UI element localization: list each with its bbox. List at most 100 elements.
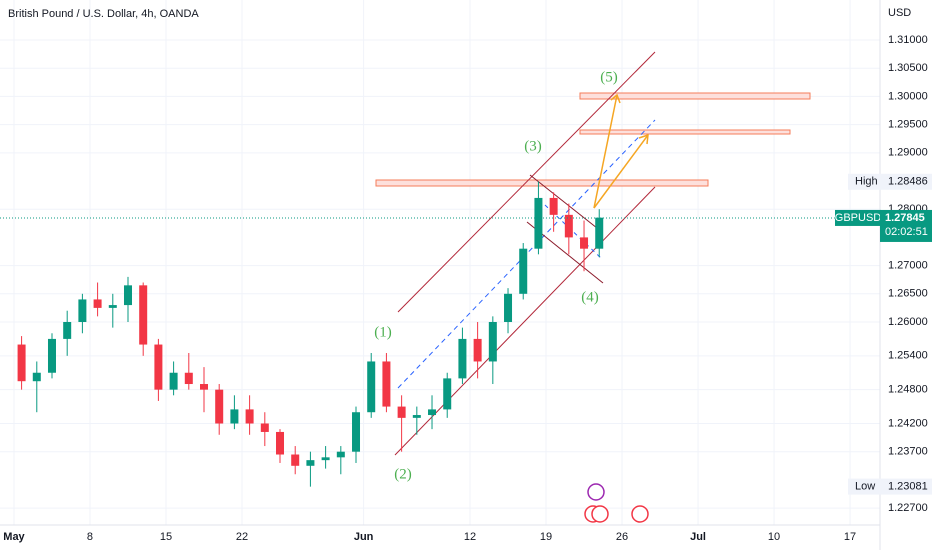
price-label-name: High [855, 176, 878, 188]
y-tick-label: 1.30000 [888, 90, 928, 102]
candle-body [154, 344, 163, 390]
candle-body [397, 406, 406, 418]
channel-upper [397, 51, 656, 313]
candle-body [458, 338, 467, 379]
x-tick-label: 22 [236, 531, 248, 543]
event-icon [587, 483, 605, 501]
y-tick-label: 1.27000 [888, 260, 928, 272]
y-tick-label: 1.23700 [888, 446, 928, 458]
candle-body [473, 338, 482, 362]
candle-body [63, 321, 72, 339]
y-tick-label: 1.29000 [888, 147, 928, 159]
candle-body [336, 451, 345, 458]
candle-body [519, 248, 528, 294]
candle-body [580, 237, 589, 249]
candle-body [32, 372, 41, 382]
y-tick-label: 1.24800 [888, 384, 928, 396]
candle-body [169, 372, 178, 390]
arrow-head [638, 133, 649, 145]
flag-mid [544, 204, 604, 261]
candle-body [443, 378, 452, 410]
price-label-value: 1.23081 [888, 481, 928, 493]
x-tick-label: Jul [690, 531, 706, 543]
arrow [593, 94, 618, 209]
x-tick-label: 10 [768, 531, 780, 543]
candle-body [382, 361, 391, 407]
candle-body [215, 389, 224, 424]
candle-body [412, 415, 421, 418]
axis-unit: USD [888, 7, 911, 19]
x-tick-label: 12 [464, 531, 476, 543]
wave-label: (4) [581, 289, 599, 305]
x-tick-label: May [3, 531, 25, 543]
x-tick-label: 19 [540, 531, 552, 543]
drawings [375, 51, 811, 456]
candle-body [321, 457, 330, 461]
event-icon [631, 505, 649, 523]
channel-mid [397, 119, 656, 389]
grid [0, 0, 880, 525]
candle-body [78, 299, 87, 322]
candle-body [139, 285, 148, 345]
candle-body [123, 285, 132, 306]
candle-body [291, 454, 300, 466]
last-price: 1.27845 [885, 212, 925, 224]
candle-body [534, 197, 543, 249]
x-tick-label: 17 [844, 531, 856, 543]
arrow-head [610, 93, 621, 104]
candle-body [200, 384, 209, 390]
wave-label: (2) [394, 466, 412, 482]
candle-body [549, 197, 558, 215]
x-tick-label: 26 [616, 531, 628, 543]
y-tick-label: 1.31000 [888, 34, 928, 46]
y-tick-label: 1.22700 [888, 502, 928, 514]
candle-body [488, 321, 497, 362]
price-label-badge [848, 173, 932, 190]
candle-body [260, 423, 269, 432]
countdown: 02:02:51 [885, 226, 928, 238]
candle-body [276, 431, 285, 455]
x-tick-label: Jun [354, 531, 374, 543]
candle-body [367, 361, 376, 413]
flag-line [529, 174, 603, 233]
candle-body [108, 305, 117, 308]
candle-body [595, 217, 604, 249]
wave-label: (3) [524, 138, 542, 154]
wave-label: (5) [600, 69, 618, 85]
event-icon [591, 505, 609, 523]
candle-body [352, 412, 361, 452]
candle-body [245, 409, 254, 424]
candle-body [428, 409, 437, 416]
event-icons [584, 483, 649, 523]
candle-body [564, 214, 573, 238]
channel-lower [394, 186, 656, 456]
x-tick-label: 15 [160, 531, 172, 543]
x-tick-label: 8 [87, 531, 93, 543]
candle-body [17, 344, 26, 382]
candle-body [47, 338, 56, 373]
candle-body [93, 299, 102, 308]
symbol-badge [835, 209, 881, 226]
price-label-value: 1.28486 [888, 176, 928, 188]
zone [579, 129, 791, 135]
y-tick-label: 1.30500 [888, 62, 928, 74]
symbol-label: GBPUSD [835, 212, 882, 224]
zone [579, 92, 811, 100]
chart-title: British Pound / U.S. Dollar, 4h, OANDA [8, 8, 199, 20]
price-label-name: Low [855, 481, 875, 493]
y-tick-label: 1.25400 [888, 350, 928, 362]
y-tick-label: 1.26500 [888, 288, 928, 300]
y-tick-label: 1.26000 [888, 316, 928, 328]
candle-body [230, 409, 239, 424]
candle-body [184, 372, 193, 385]
y-tick-label: 1.24200 [888, 417, 928, 429]
candles [17, 181, 604, 487]
candle-body [504, 293, 513, 322]
wave-label: (1) [374, 324, 392, 340]
price-label-badge [848, 478, 932, 495]
y-tick-label: 1.29500 [888, 119, 928, 131]
candle-body [306, 460, 315, 466]
arrow [593, 134, 649, 209]
